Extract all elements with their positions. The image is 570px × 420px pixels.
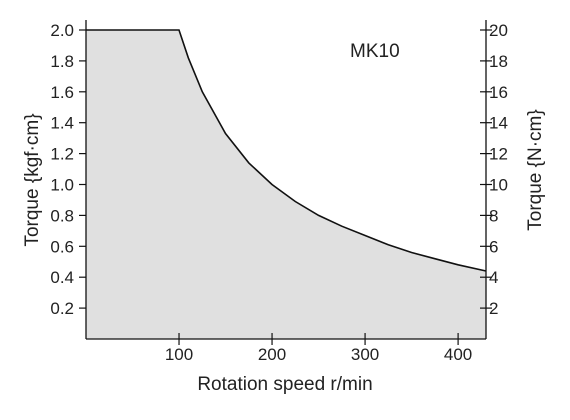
torque-curve-line xyxy=(86,29,487,272)
left-tick-label: 1.0 xyxy=(50,176,74,195)
right-tick-label: 20 xyxy=(489,21,508,40)
right-tick-label: 12 xyxy=(489,145,508,164)
left-tick-label: 0.6 xyxy=(50,237,74,256)
right-tick-label: 10 xyxy=(489,176,508,195)
left-tick-label: 1.2 xyxy=(50,145,74,164)
x-axis-title: Rotation speed r/min xyxy=(197,374,372,395)
left-tick-label: 1.4 xyxy=(50,114,74,133)
x-tick-label: 400 xyxy=(444,345,472,364)
right-tick-label: 14 xyxy=(489,114,508,133)
right-tick-label: 18 xyxy=(489,52,508,71)
x-tick-label: 100 xyxy=(165,345,193,364)
left-tick-label: 1.6 xyxy=(50,83,74,102)
left-tick-label: 0.4 xyxy=(50,268,74,287)
left-tick-label: 2.0 xyxy=(50,21,74,40)
left-tick-label: 0.8 xyxy=(50,206,74,225)
right-tick-label: 6 xyxy=(489,237,498,256)
right-tick-label: 4 xyxy=(489,268,498,287)
right-tick-label: 16 xyxy=(489,83,508,102)
operating-region-area xyxy=(86,30,486,339)
x-tick-label: 300 xyxy=(351,345,379,364)
model-label: MK10 xyxy=(350,41,400,62)
right-tick-label: 8 xyxy=(489,206,498,225)
right-axis-title: Torque {N·cm} xyxy=(525,109,546,230)
right-tick-label: 2 xyxy=(489,299,498,318)
left-tick-label: 1.8 xyxy=(50,52,74,71)
x-tick-label: 200 xyxy=(258,345,286,364)
left-axis-title: Torque {kgf·cm} xyxy=(22,113,43,246)
left-tick-label: 0.2 xyxy=(50,299,74,318)
